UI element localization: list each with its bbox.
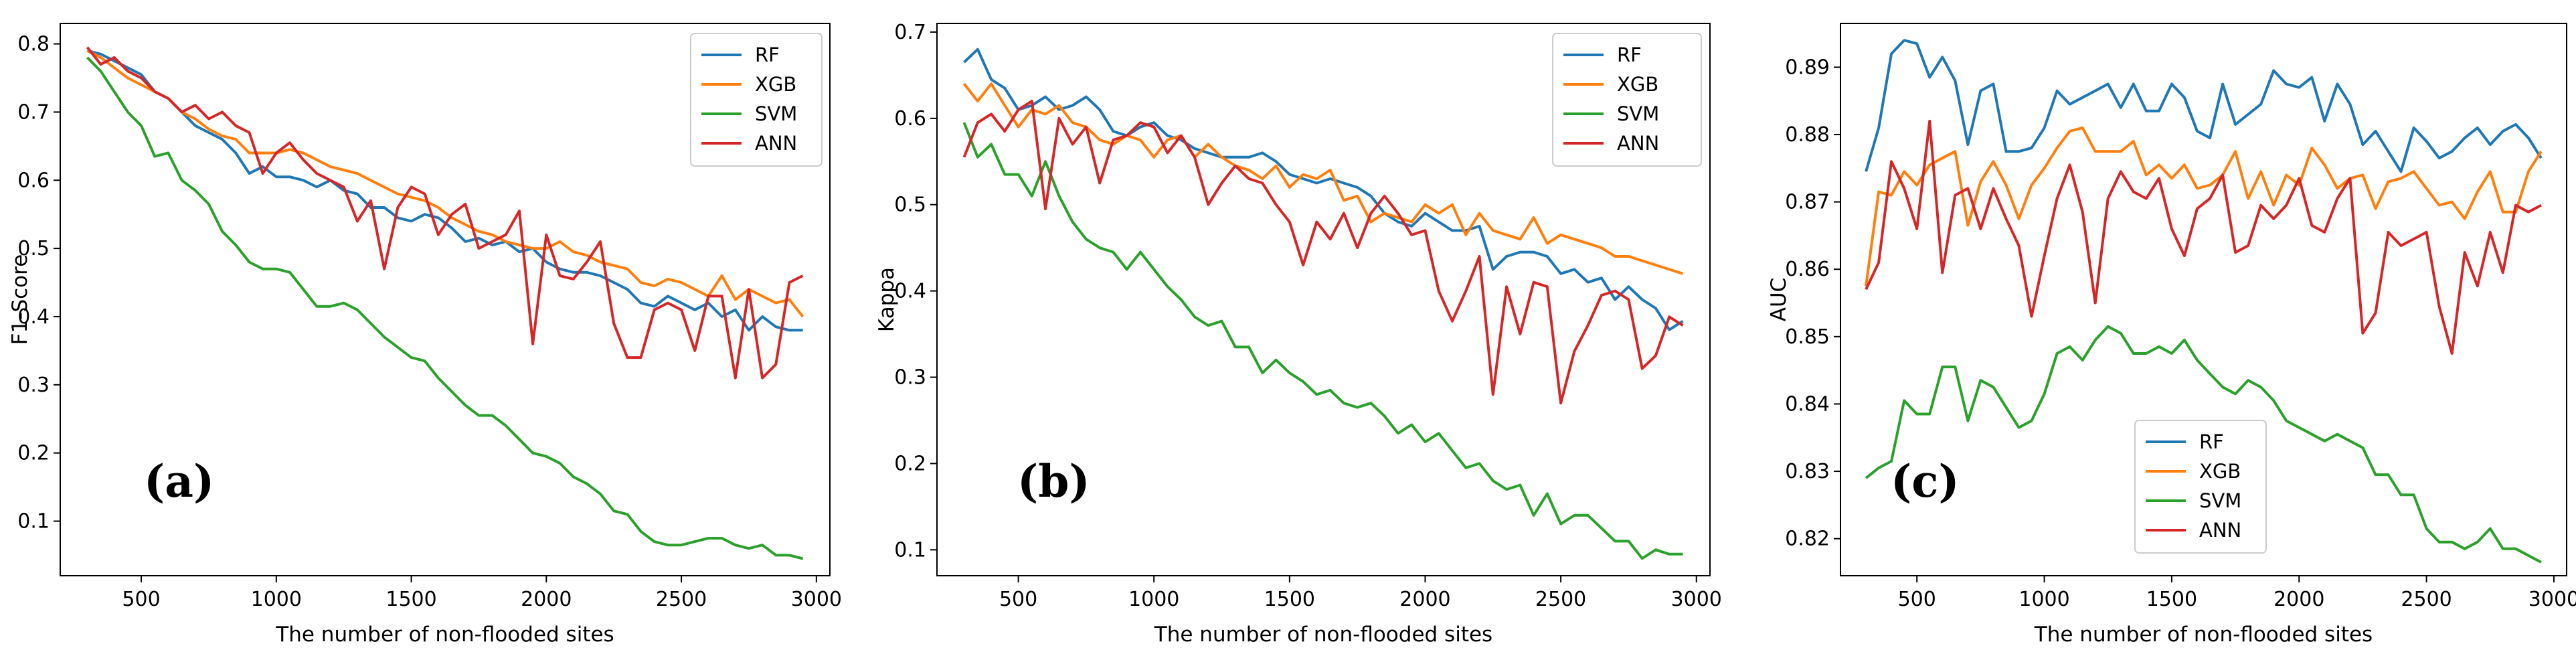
series-line-ann — [962, 100, 1684, 405]
x-axis-label: The number of non-flooded sites — [275, 623, 614, 647]
legend-label-svm: SVM — [1617, 102, 1659, 125]
x-tick-label: 1500 — [385, 588, 436, 611]
y-tick-label: 0.82 — [1785, 528, 1830, 551]
y-tick-label: 0.7 — [894, 21, 926, 44]
y-tick-label: 0.4 — [17, 305, 50, 329]
x-tick-label: 2000 — [1399, 588, 1450, 611]
y-tick-label: 0.3 — [17, 374, 50, 397]
x-axis-label: The number of non-flooded sites — [1154, 623, 1492, 647]
legend: RF XGB SVM ANN — [690, 33, 823, 167]
series-line-xgb — [1865, 126, 2543, 287]
y-tick-label: 0.86 — [1785, 258, 1830, 281]
y-axis-label: AUC — [1767, 278, 1791, 322]
series-line-rf — [963, 48, 1684, 331]
legend-label-svm: SVM — [2199, 489, 2241, 512]
legend-label-rf: RF — [2199, 430, 2224, 453]
y-tick-label: 0.89 — [1785, 56, 1830, 79]
x-tick-label: 500 — [999, 588, 1037, 611]
x-tick-label: 2000 — [2273, 588, 2324, 611]
legend-label-rf: RF — [1617, 44, 1642, 66]
legend-label-ann: ANN — [2199, 519, 2241, 542]
y-tick-label: 0.83 — [1785, 460, 1830, 483]
series-line-xgb — [962, 82, 1684, 275]
legend-label-xgb: XGB — [755, 73, 796, 96]
plot-frame — [60, 23, 831, 576]
x-tick-label: 1000 — [251, 588, 302, 611]
y-tick-label: 0.5 — [894, 193, 926, 217]
y-tick-label: 0.6 — [894, 107, 926, 131]
x-tick-label: 2500 — [1535, 588, 1586, 611]
plot-frame — [1840, 23, 2567, 576]
panel-label: (b) — [1017, 455, 1090, 507]
legend: RF XGB SVM ANN — [1552, 33, 1702, 167]
series-line-svm — [86, 56, 804, 560]
y-tick-label: 0.6 — [17, 169, 50, 192]
x-tick-label: 3000 — [2528, 588, 2576, 611]
plot-frame — [936, 23, 1711, 576]
panel-label: (c) — [1891, 455, 1960, 507]
legend-label-ann: ANN — [1617, 132, 1659, 155]
y-tick-label: 0.5 — [17, 237, 50, 260]
panel-label: (a) — [144, 455, 214, 507]
series-line-svm — [962, 122, 1683, 560]
legend: RF XGB SVM ANN — [2134, 420, 2267, 554]
y-tick-label: 0.8 — [17, 33, 50, 56]
series-line-svm — [1865, 325, 2542, 564]
x-tick-label: 2500 — [656, 588, 707, 611]
x-tick-label: 500 — [122, 588, 160, 611]
series-line-ann — [1865, 119, 2542, 355]
y-axis-label: Kappa — [875, 267, 899, 332]
legend-label-svm: SVM — [755, 102, 797, 125]
y-tick-label: 0.1 — [17, 510, 50, 534]
legend-label-xgb: XGB — [1617, 73, 1658, 96]
y-tick-label: 0.87 — [1785, 191, 1830, 214]
x-tick-label: 500 — [1898, 588, 1936, 611]
y-tick-label: 0.7 — [17, 100, 50, 124]
x-tick-label: 1500 — [2146, 588, 2197, 611]
y-tick-label: 0.3 — [894, 366, 926, 390]
x-tick-label: 3000 — [791, 588, 842, 611]
y-axis-label: F1-Score — [8, 254, 32, 345]
legend-label-rf: RF — [755, 44, 780, 66]
x-tick-label: 2500 — [2401, 588, 2452, 611]
legend-box — [1552, 33, 1702, 167]
y-tick-label: 0.88 — [1785, 123, 1830, 147]
y-tick-label: 0.1 — [894, 538, 926, 562]
y-tick-label: 0.84 — [1785, 392, 1830, 416]
series-line-rf — [1865, 39, 2543, 173]
y-tick-label: 0.2 — [17, 442, 50, 465]
x-tick-label: 2000 — [521, 588, 572, 611]
y-tick-label: 0.2 — [894, 452, 926, 475]
series-line-xgb — [86, 49, 804, 318]
legend-label-ann: ANN — [755, 132, 797, 155]
x-tick-label: 1500 — [1264, 588, 1315, 611]
legend-label-xgb: XGB — [2199, 460, 2241, 483]
y-tick-label: 0.4 — [894, 280, 926, 303]
x-tick-label: 1000 — [1128, 588, 1179, 611]
x-tick-label: 1000 — [2019, 588, 2069, 611]
chart-panel-0: 500 1000 1500 2000 2500 3000 0.1 0.2 0.3 0.4 0.5 0.… — [8, 23, 842, 647]
x-axis-label: The number of non-flooded sites — [2034, 623, 2373, 647]
chart-panel-1: 500 1000 1500 2000 2500 3000 0.1 0.2 0.3 0.4 0.5 0.… — [875, 21, 1722, 647]
legend-box — [2134, 420, 2267, 554]
chart-panel-2: 500 1000 1500 2000 2500 3000 0.82 0.83 0.84 0.85 0… — [1767, 23, 2576, 647]
series-line-ann — [86, 46, 804, 380]
y-tick-label: 0.85 — [1785, 325, 1830, 349]
x-tick-label: 3000 — [1671, 588, 1722, 611]
legend-box — [690, 33, 823, 167]
